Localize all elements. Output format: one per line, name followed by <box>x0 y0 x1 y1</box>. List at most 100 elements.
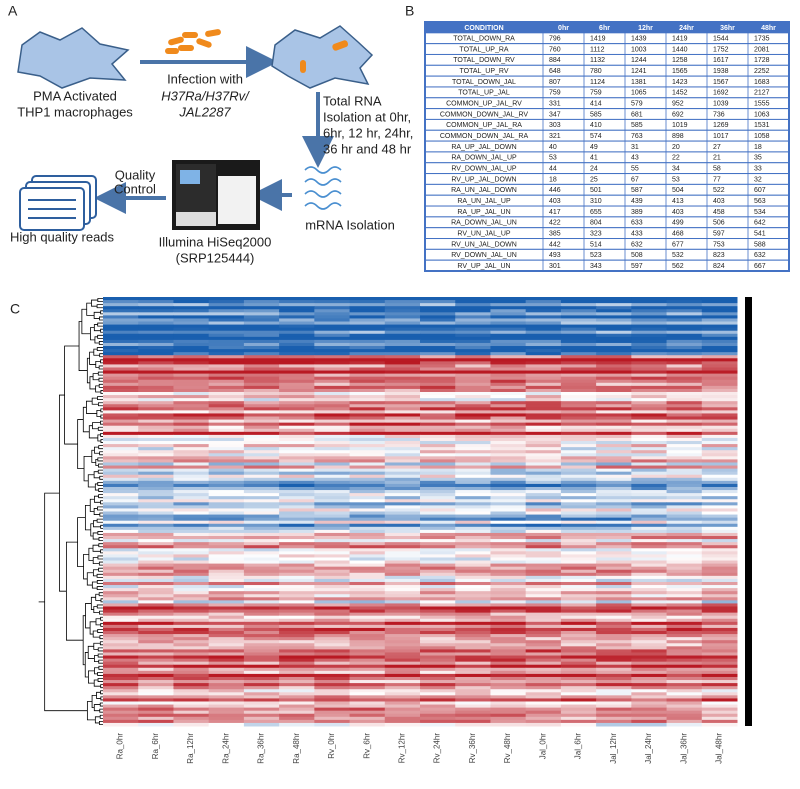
heatmap-cell <box>560 673 597 678</box>
heatmap-cell <box>349 640 386 644</box>
heatmap-cell <box>420 349 456 353</box>
table-cell: 574 <box>590 133 602 140</box>
heatmap-cell <box>384 382 421 387</box>
heatmap-cell <box>384 462 421 467</box>
heatmap-cell <box>666 560 703 565</box>
heatmap-cell <box>173 441 210 445</box>
heatmap-cell <box>279 309 315 313</box>
heatmap-cell <box>701 407 738 411</box>
heatmap-cell <box>314 474 351 479</box>
heatmap-cell <box>631 346 668 350</box>
heatmap-cell <box>420 379 456 384</box>
heatmap-cell <box>384 490 421 494</box>
heatmap-cell <box>384 468 421 473</box>
dendrogram-branch <box>98 537 103 542</box>
heatmap-cell <box>455 312 491 316</box>
heatmap-cell <box>490 551 527 555</box>
heatmap-cell <box>314 673 351 678</box>
heatmap-cell <box>208 600 245 604</box>
table-cell: 824 <box>713 263 725 270</box>
heatmap-cell <box>243 615 280 620</box>
heatmap-cell <box>349 437 386 442</box>
heatmap-cell <box>103 441 139 445</box>
heatmap-cell <box>631 364 668 368</box>
heatmap-cell <box>631 692 668 696</box>
heatmap-cell <box>349 431 386 436</box>
heatmap-cell <box>631 649 668 653</box>
heatmap-cell <box>455 716 491 721</box>
heatmap-cell <box>525 480 562 485</box>
heatmap-cell <box>103 300 139 304</box>
heatmap-cell <box>349 324 386 329</box>
column-label: Rv_12hr <box>397 733 406 764</box>
heatmap-cell <box>173 529 210 534</box>
heatmap-cell <box>384 333 421 338</box>
heatmap-cell <box>314 581 351 586</box>
heatmap-cell <box>314 713 351 718</box>
heatmap-cell <box>525 483 562 488</box>
heatmap-cell <box>173 710 210 715</box>
heatmap-cell <box>560 676 597 681</box>
heatmap-cell <box>631 585 668 589</box>
dendrogram-branch <box>86 357 90 384</box>
heatmap-cell <box>560 352 597 356</box>
heatmap-cell <box>173 477 210 482</box>
heatmap-cell <box>243 385 280 390</box>
heatmap-cell <box>384 701 421 706</box>
heatmap-cell <box>243 416 280 421</box>
table-cell: 1567 <box>713 79 729 86</box>
heatmap-cell <box>490 585 527 589</box>
heatmap-cell <box>525 327 562 332</box>
heatmap-cell <box>666 683 703 687</box>
heatmap-cell <box>279 554 315 558</box>
heatmap-cell <box>631 514 668 519</box>
heatmap-cell <box>279 401 315 405</box>
heatmap-cell <box>243 511 280 516</box>
heatmap-cell <box>596 624 632 629</box>
heatmap-cell <box>103 719 139 724</box>
heatmap-cell <box>420 710 456 715</box>
heatmap-cell <box>138 391 174 396</box>
table-cell: 33 <box>754 165 762 172</box>
heatmap-cell <box>490 434 527 439</box>
heatmap-cell <box>384 456 421 460</box>
heatmap-cell <box>490 398 527 402</box>
heatmap-cell <box>631 471 668 476</box>
heatmap-cell <box>490 370 527 375</box>
dendrogram-branch <box>100 616 103 621</box>
heatmap-cell <box>138 339 174 344</box>
column-label: Ra_36hr <box>257 733 266 764</box>
heatmap-cell <box>525 661 562 666</box>
column-label: Rv_36hr <box>468 733 477 764</box>
heatmap-cell <box>666 502 703 506</box>
heatmap-cell <box>138 631 174 635</box>
table-cell: 587 <box>631 187 643 194</box>
heatmap-cell <box>103 352 139 356</box>
heatmap-cell <box>596 701 632 706</box>
heatmap-cell <box>279 407 315 411</box>
heatmap-cell <box>701 661 738 666</box>
heatmap-cell <box>279 514 315 519</box>
heatmap-cell <box>490 477 527 482</box>
heatmap-cell <box>631 339 668 344</box>
heatmap-cell <box>103 358 139 362</box>
heatmap-cell <box>596 548 632 552</box>
heatmap-cell <box>666 658 703 663</box>
heatmap-cell <box>560 349 597 353</box>
heatmap-cell <box>279 312 315 316</box>
heatmap-cell <box>666 367 703 372</box>
heatmap-cell <box>525 339 562 344</box>
heatmap-cell <box>314 508 351 512</box>
heatmap-cell <box>596 330 632 335</box>
heatmap-cell <box>560 474 597 479</box>
heatmap-cell <box>596 692 632 696</box>
heatmap-cell <box>138 336 174 341</box>
heatmap-cell <box>138 367 174 372</box>
heatmap-cell <box>666 410 703 414</box>
heatmap-cell <box>631 459 668 463</box>
table-cell: TOTAL_UP_RV <box>459 68 508 75</box>
heatmap-cell <box>596 346 632 350</box>
heatmap-cell <box>173 517 210 522</box>
heatmap-cell <box>384 499 421 503</box>
heatmap-cell <box>279 318 315 323</box>
